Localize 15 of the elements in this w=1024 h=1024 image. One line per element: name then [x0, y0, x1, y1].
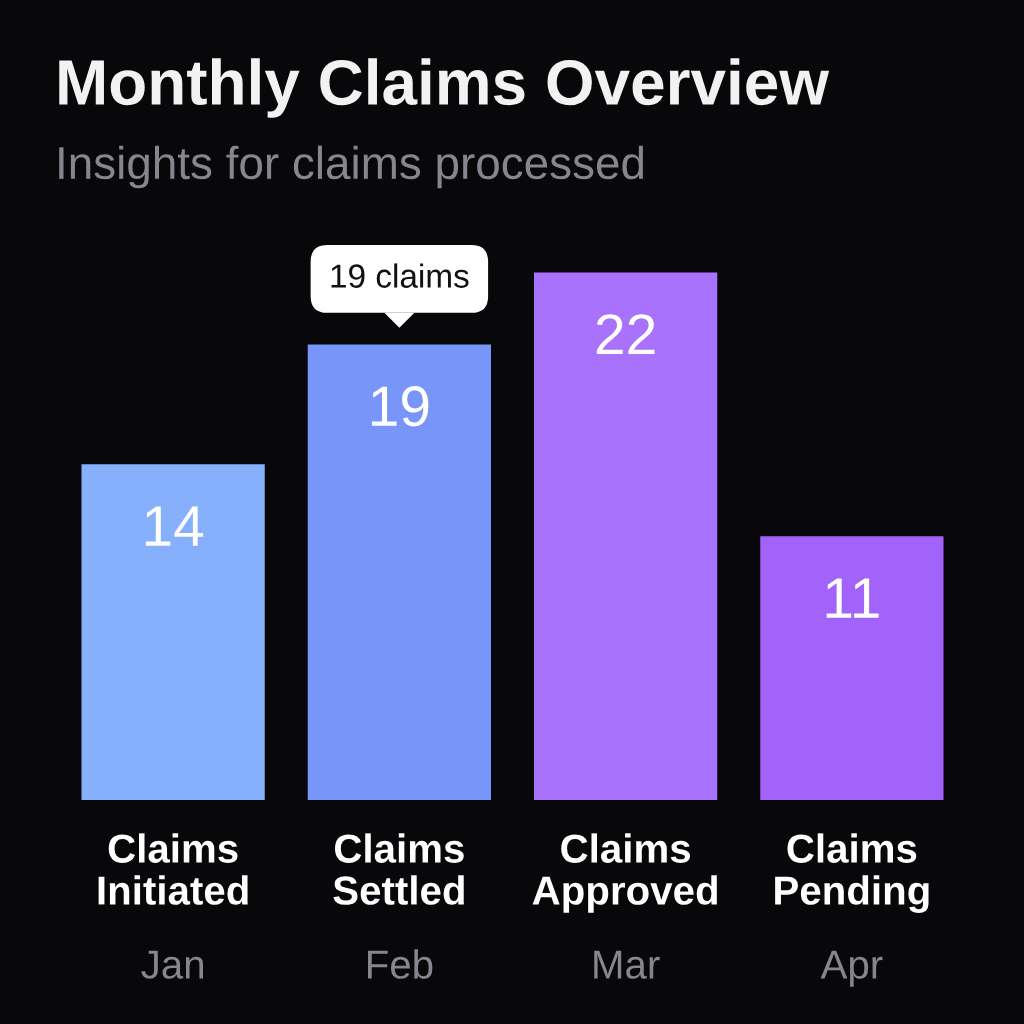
- data-label: 11: [826, 578, 879, 618]
- category-label: Claims Pending Apr: [775, 833, 929, 987]
- bar: [307, 344, 492, 800]
- chart-title: Monthly Claims Overview: [59, 58, 830, 118]
- annotation: 19 claims: [331, 263, 469, 288]
- bar: [533, 272, 718, 800]
- data-label: 19: [372, 386, 429, 427]
- category-label: Claims Settled Feb: [333, 833, 464, 979]
- data-label: 22: [596, 314, 655, 354]
- chart-subtitle: Insights for claims processed: [59, 145, 644, 189]
- bar: [760, 536, 944, 800]
- category-label: Claims Approved Mar: [532, 833, 717, 979]
- category-label: Claims Initiated Jan: [98, 833, 248, 979]
- data-label: 14: [145, 506, 204, 546]
- bar: [81, 464, 265, 800]
